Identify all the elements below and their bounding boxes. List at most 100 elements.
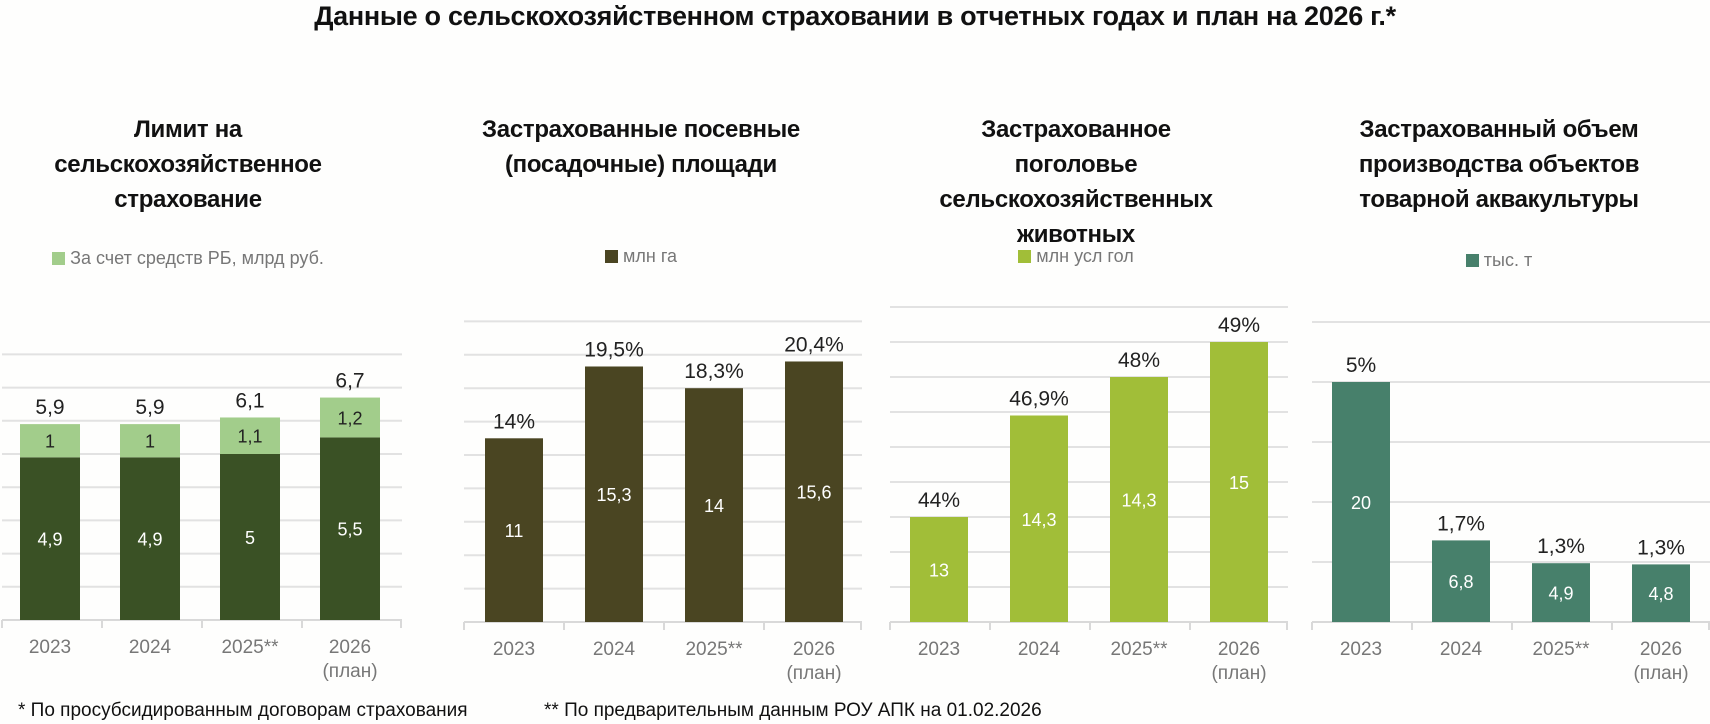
bar-value-label: 4,9 (137, 530, 162, 550)
bar-value-label: 1,1 (237, 427, 262, 447)
chart-panel-aquaculture: Застрахованный объем производства объекто… (1311, 112, 1710, 692)
bar-top-label: 46,9% (1009, 388, 1069, 411)
bar (1010, 415, 1068, 622)
bar-top-label: 6,1 (235, 389, 264, 412)
x-tick-label: 2023 (29, 637, 71, 658)
x-tick-label: 2026 (1640, 639, 1682, 660)
bar-value-label: 1,2 (337, 408, 362, 428)
x-tick-label: 2025** (221, 637, 279, 658)
chart-plot: 11 14% 2023 15,3 19,5% 2024 14 18,3% 2025** 15,6 2… (463, 320, 862, 684)
chart-panel-insurance-limit: Лимит на сельскохозяйственное страхование … (0, 112, 402, 692)
chart-legend: млн усл гол (877, 246, 1275, 267)
chart-title: Лимит на сельскохозяйственное страхование (0, 112, 388, 217)
chart-legend: тыс. т (1300, 250, 1698, 271)
bar-value-label: 5 (245, 528, 255, 548)
bar (1210, 342, 1268, 622)
x-tick-label: 2024 (1440, 639, 1483, 660)
bar (1632, 564, 1690, 622)
x-tick-label: 2025** (685, 639, 743, 660)
x-tick-label: 2023 (1340, 639, 1382, 660)
main-title: Данные о сельскохозяйственном страховани… (314, 1, 1396, 31)
bar (1332, 382, 1390, 622)
chart-title-line: товарной аквакультуры (1359, 186, 1639, 213)
bar-top-label: 18,3% (684, 360, 744, 383)
bar (485, 438, 543, 622)
footnote-subsidized: * По просубсидированным договорам страхо… (18, 700, 468, 721)
x-tick-label: (план) (322, 661, 377, 682)
bar-top-label: 5,9 (35, 396, 64, 419)
x-tick-label: (план) (786, 663, 841, 684)
bar (120, 424, 180, 458)
bar-value-label: 14,3 (1021, 510, 1056, 530)
bar-value-label: 5,5 (337, 520, 362, 540)
chart-legend: За счет средств РБ, млрд руб. (0, 248, 388, 269)
bar-top-label: 48% (1118, 349, 1160, 372)
bar-value-label: 1 (145, 432, 155, 452)
x-tick-label: 2026 (1218, 639, 1260, 660)
bar (220, 417, 280, 454)
bar (120, 457, 180, 620)
footnote-preliminary: ** По предварительным данным РОУ АПК на … (544, 700, 1042, 721)
bar-value-label: 14,3 (1121, 491, 1156, 511)
bar-top-label: 1,7% (1437, 512, 1485, 535)
bar-value-label: 13 (929, 561, 949, 581)
bar (20, 457, 80, 620)
chart-title-line: производства объектов (1358, 151, 1640, 178)
x-tick-label: 2024 (1018, 639, 1061, 660)
chart-title-line: Застрахованное (981, 116, 1171, 143)
bar-value-label: 4,9 (37, 530, 62, 550)
bar-top-label: 20,4% (784, 333, 844, 356)
legend-label: млн усл гол (1036, 246, 1134, 266)
chart-plot: 20 5% 2023 6,8 1,7% 2024 4,9 1,3% 2025** 4,8 1,3% 2… (1311, 321, 1710, 684)
legend-label: За счет средств РБ, млрд руб. (70, 248, 324, 268)
chart-plot: 4,9 1 5,9 2023 4,9 1 5,9 2024 5 1,1 6,1 2025** 5,5 1,… (1, 353, 402, 682)
legend-swatch (52, 252, 66, 265)
bar (910, 517, 968, 622)
chart-title-line: Лимит на (134, 116, 242, 143)
bar-value-label: 14 (704, 496, 724, 516)
bar-top-label: 14% (493, 410, 535, 433)
bar-value-label: 20 (1351, 493, 1371, 513)
bar-top-label: 1,3% (1537, 535, 1585, 558)
chart-title: Застрахованный объем производства объекто… (1300, 112, 1698, 217)
legend-swatch (1465, 254, 1479, 267)
chart-plot: 13 44% 2023 14,3 46,9% 2024 14,3 48% 2025** 15 49%… (889, 306, 1288, 684)
bar (1432, 540, 1490, 622)
x-tick-label: 2023 (493, 639, 535, 660)
bar-top-label: 6,7 (335, 370, 364, 393)
bar (320, 397, 380, 438)
bar-top-label: 5% (1346, 354, 1376, 377)
x-tick-label: 2025** (1110, 639, 1168, 660)
x-tick-label: 2025** (1532, 639, 1590, 660)
bar (685, 388, 743, 622)
bar-top-label: 49% (1218, 314, 1260, 337)
bar-value-label: 15,6 (796, 483, 831, 503)
bar (785, 361, 843, 622)
bar-value-label: 4,8 (1648, 584, 1673, 604)
chart-title: Застрахованные посевные (посадочные) площ… (442, 112, 840, 182)
x-tick-label: 2024 (129, 637, 172, 658)
bar (320, 437, 380, 620)
x-tick-label: 2023 (918, 639, 960, 660)
chart-title-line: животных (1017, 221, 1135, 248)
chart-title-line: сельскохозяйственное (54, 151, 322, 178)
chart-title-line: сельскохозяйственных (939, 186, 1213, 213)
chart-legend: млн га (442, 246, 840, 267)
x-tick-label: 2026 (329, 637, 371, 658)
bar-value-label: 1 (45, 432, 55, 452)
x-tick-label: 2024 (593, 639, 636, 660)
x-tick-label: (план) (1211, 663, 1266, 684)
chart-title-line: Застрахованные посевные (482, 116, 800, 143)
bar-top-label: 1,3% (1637, 536, 1685, 559)
chart-title: Застрахованное поголовье сельскохозяйствен… (877, 112, 1275, 252)
bar-value-label: 4,9 (1548, 584, 1573, 604)
bar-top-label: 5,9 (135, 396, 164, 419)
bar (20, 424, 80, 458)
chart-panel-livestock: Застрахованное поголовье сельскохозяйствен… (889, 112, 1288, 692)
chart-title-line: поголовье (1014, 151, 1138, 178)
legend-swatch (605, 250, 618, 263)
bar (585, 366, 643, 622)
x-tick-label: 2026 (793, 639, 835, 660)
bar-top-label: 44% (918, 489, 960, 512)
chart-title-line: страхование (114, 186, 262, 213)
